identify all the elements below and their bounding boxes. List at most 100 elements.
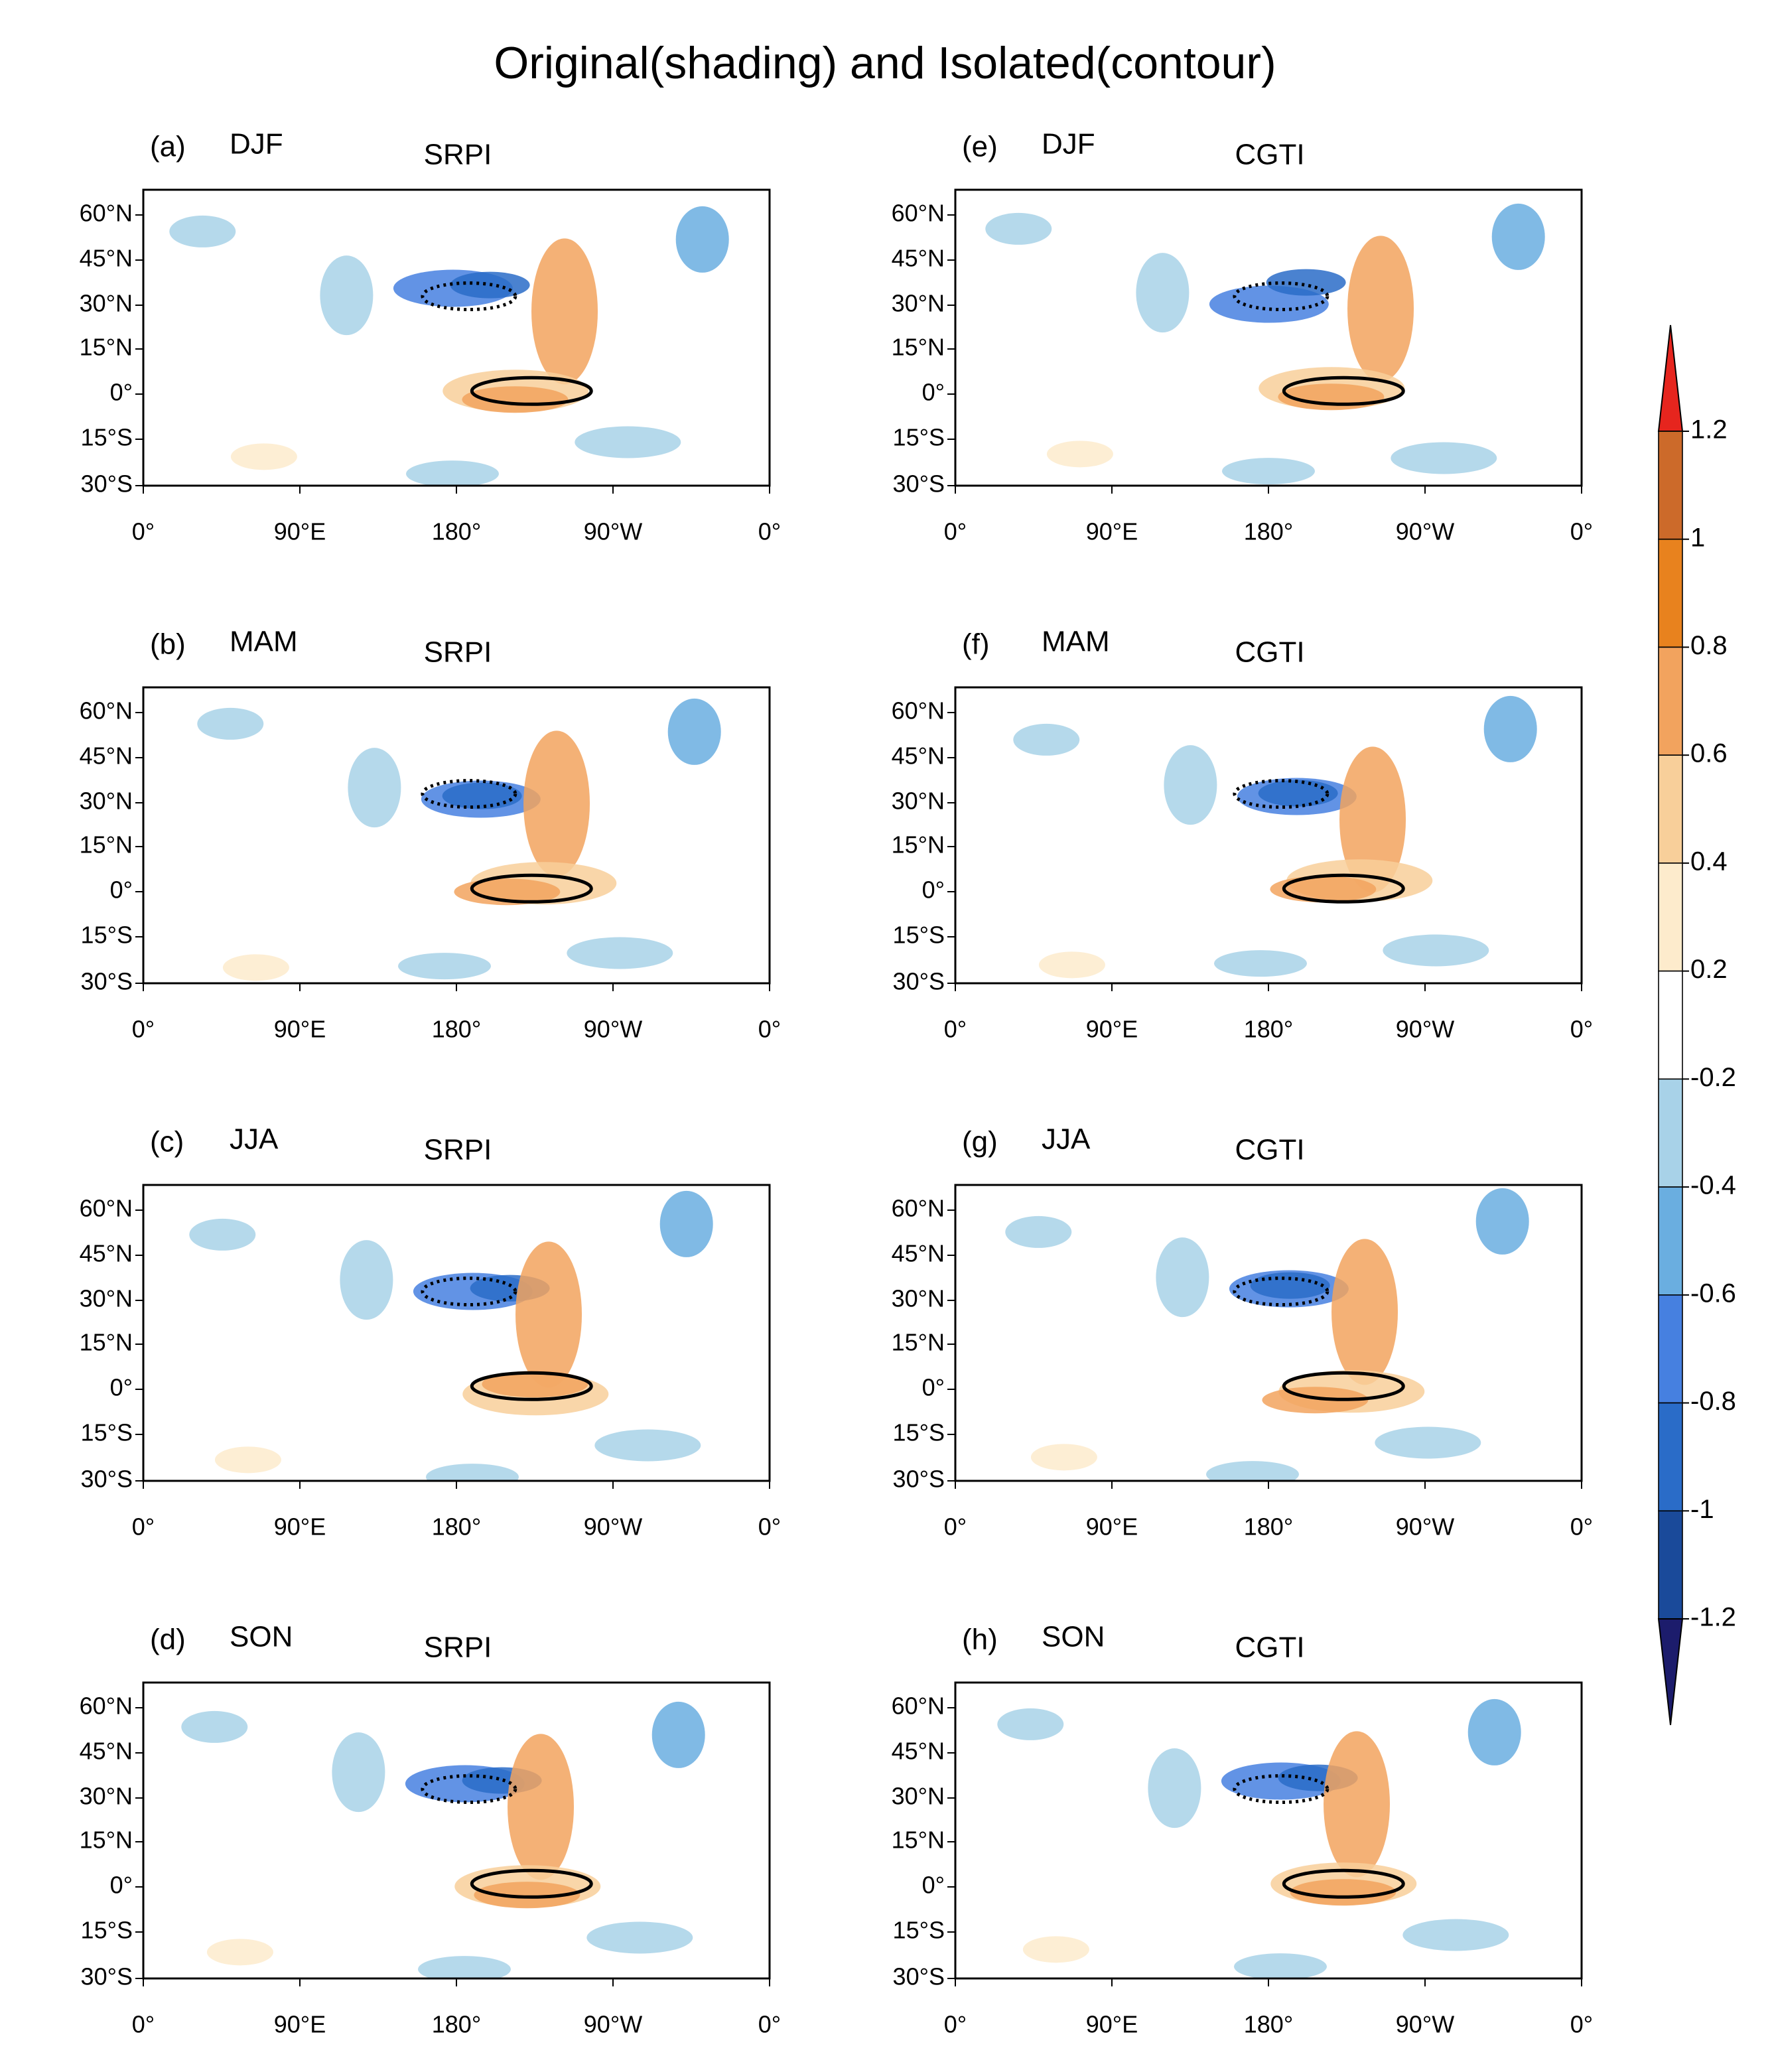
panel-season: DJF	[230, 128, 283, 161]
lon-label: 90°W	[584, 1016, 642, 1043]
colorbar-box	[1658, 970, 1683, 1080]
shading-patch	[474, 1882, 580, 1909]
shading-patch	[1258, 780, 1338, 807]
lat-label: 0°	[110, 1872, 133, 1899]
colorbar-label: 1.2	[1690, 415, 1728, 445]
lon-label: 90°W	[584, 2011, 642, 2038]
map-panel: (c) JJA SRPI 60°N 45°N 30°N 15°N 0° 15°S 30°S 0° 90…	[80, 1123, 782, 1541]
lon-label: 0°	[132, 1513, 155, 1541]
shading-patch	[222, 954, 289, 981]
shading-patch	[508, 1734, 575, 1880]
panel-index: SRPI	[424, 636, 492, 669]
colorbar-label: -1.2	[1690, 1603, 1736, 1632]
colorbar-label: -1	[1690, 1495, 1714, 1524]
lat-label: 30°N	[892, 1783, 945, 1810]
lon-label: 0°	[944, 1513, 967, 1541]
panel-label: (c)	[150, 1126, 184, 1158]
shading-patch	[1022, 1936, 1089, 1963]
lon-label: 180°	[1244, 2011, 1293, 2038]
shading-patch	[1262, 1387, 1369, 1414]
contour-dashed	[1233, 779, 1329, 809]
lat-label: 30°S	[893, 968, 945, 995]
map-panel: (f) MAM CGTI 60°N 45°N 30°N 15°N 0° 15°S 30°S 0° 90…	[892, 626, 1594, 1043]
shading-patch	[1475, 1188, 1529, 1255]
lon-label: 180°	[432, 518, 481, 545]
shading-patch	[1148, 1748, 1201, 1829]
panel-index: CGTI	[1235, 1134, 1304, 1166]
colorbar-box	[1658, 754, 1683, 864]
shading-patch	[1046, 441, 1113, 468]
lon-label: 180°	[1244, 1513, 1293, 1541]
lat-label: 30°S	[893, 470, 945, 498]
shading-patch	[1222, 458, 1315, 485]
lat-label: 15°N	[80, 1329, 133, 1356]
panel-index: SRPI	[424, 1134, 492, 1166]
lat-label: 15°N	[80, 1827, 133, 1854]
lon-label: 0°	[758, 2011, 781, 2038]
shading-patch	[1164, 745, 1217, 825]
map-panel: (d) SON SRPI 60°N 45°N 30°N 15°N 0° 15°S 30°S 0° 90…	[80, 1621, 782, 2038]
panel-season: SON	[230, 1621, 293, 1653]
shading-patch	[997, 1708, 1064, 1740]
lon-label: 180°	[432, 1513, 481, 1541]
shading-patch	[1383, 934, 1489, 967]
lon-label: 0°	[132, 2011, 155, 2038]
panel-season: SON	[1042, 1621, 1105, 1653]
lat-label: 15°S	[81, 1419, 133, 1446]
panel-label: (g)	[962, 1126, 998, 1158]
panels: (a) DJF SRPI 60°N 45°N 30°N 15°N 0° 15°S 30°S 0° 90…	[80, 128, 1594, 2038]
shading	[197, 698, 721, 981]
shading-patch	[1005, 1215, 1072, 1248]
lat-label: 30°S	[893, 1963, 945, 1990]
shading-patch	[1030, 1444, 1097, 1471]
shading-patch	[515, 1241, 582, 1388]
lat-label: 15°S	[81, 922, 133, 949]
lat-label: 0°	[922, 379, 945, 406]
panel-index: SRPI	[424, 139, 492, 171]
lon-label: 90°E	[1086, 518, 1138, 545]
lon-label: 90°W	[1396, 2011, 1454, 2038]
shading-patch	[1491, 203, 1545, 270]
shading-patch	[230, 443, 297, 470]
lon-label: 180°	[1244, 518, 1293, 545]
lat-label: 15°N	[892, 1827, 945, 1854]
lon-label: 0°	[132, 518, 155, 545]
lat-label: 15°S	[81, 1917, 133, 1944]
panel-index: CGTI	[1235, 1631, 1304, 1664]
panel-label: (f)	[962, 628, 990, 661]
shading	[1013, 695, 1537, 979]
lat-label: 15°N	[892, 831, 945, 859]
contour-dashed	[421, 1774, 517, 1805]
shading-patch	[523, 730, 590, 877]
contour-dashed	[1233, 281, 1329, 312]
map-background	[955, 190, 1582, 486]
lon-label: 180°	[1244, 1016, 1293, 1043]
lat-label: 15°S	[893, 1419, 945, 1446]
panel-label: (h)	[962, 1623, 998, 1656]
lat-label: 30°N	[80, 290, 133, 317]
lat-label: 60°N	[80, 200, 133, 227]
shading	[985, 203, 1545, 485]
panel-label: (b)	[150, 628, 186, 661]
shading-patch	[1331, 1239, 1398, 1385]
lat-label: 15°S	[893, 1917, 945, 1944]
panel-season: MAM	[1042, 626, 1110, 658]
shading-patch	[1214, 950, 1307, 977]
contour-dashed	[421, 779, 517, 809]
lon-label: 0°	[1570, 2011, 1593, 2038]
shading-patch	[320, 255, 374, 336]
colorbar-label: -0.6	[1690, 1278, 1736, 1308]
lat-label: 15°N	[80, 334, 133, 361]
contour-solid	[1282, 873, 1405, 904]
lat-label: 60°N	[892, 200, 945, 227]
shading-patch	[214, 1446, 281, 1474]
shading-patch	[169, 215, 236, 247]
lat-label: 30°N	[892, 1285, 945, 1312]
lat-label: 45°N	[80, 1240, 133, 1267]
lat-label: 60°N	[80, 1195, 133, 1222]
colorbar-box	[1658, 1078, 1683, 1188]
shading-patch	[675, 206, 729, 273]
lon-label: 90°E	[1086, 1016, 1138, 1043]
lat-label: 45°N	[892, 1738, 945, 1765]
shading-patch	[1290, 1879, 1396, 1906]
